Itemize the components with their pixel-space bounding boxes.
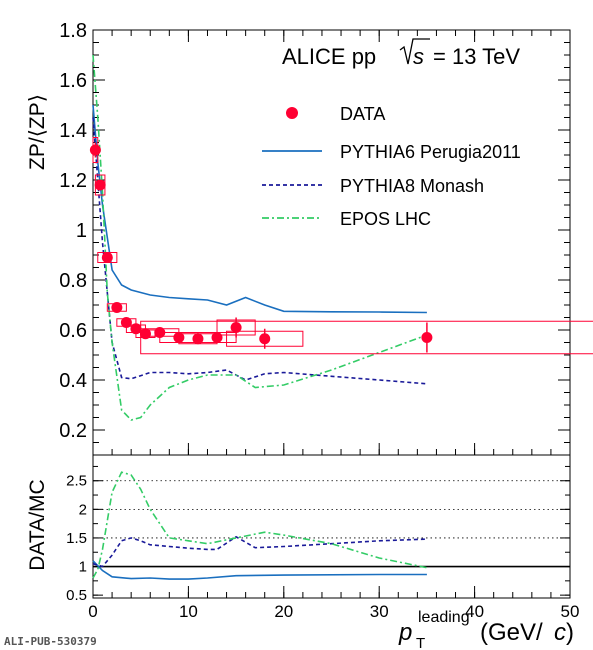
legend-label: EPOS LHC xyxy=(340,209,431,229)
main-y-tick-label: 1.8 xyxy=(59,20,87,42)
x-tick-label: 10 xyxy=(179,602,198,621)
legend-label: PYTHIA8 Monash xyxy=(340,176,484,196)
data-syst-box xyxy=(140,320,593,355)
energy-label: = 13 TeV xyxy=(433,44,520,69)
x-axis-label-close: ) xyxy=(566,619,574,646)
x-tick-label: 50 xyxy=(561,602,580,621)
ratio-frame xyxy=(92,454,571,599)
main-y-tick-label: 1.6 xyxy=(59,70,87,92)
x-tick-label: 20 xyxy=(274,602,293,621)
svg-text:s: s xyxy=(413,44,424,69)
sqrt-s-symbol: s xyxy=(399,38,430,69)
ratio-y-tick-label: 2.5 xyxy=(66,473,87,490)
x-tick-label: 0 xyxy=(88,602,97,621)
main-y-tick-label: 1.4 xyxy=(59,120,87,142)
main-y-tick-label: 0.8 xyxy=(59,270,87,292)
ratio-panel: 0.5 1 1.5 2 2.5 0 10 20 30 40 50 xyxy=(66,454,580,621)
svg-text:c: c xyxy=(554,619,566,646)
svg-text:T: T xyxy=(416,635,425,650)
x-axis-label-superscript: leading xyxy=(418,609,470,626)
x-axis-label: p T leading (GeV/ c ) xyxy=(398,609,574,650)
main-y-tick-label: 0.4 xyxy=(59,370,87,392)
legend-label: DATA xyxy=(340,104,385,124)
data-point xyxy=(421,332,433,343)
legend-marker-data xyxy=(286,107,298,119)
data-point xyxy=(111,302,123,313)
x-tick-label: 30 xyxy=(370,602,389,621)
data-point xyxy=(89,144,101,156)
legend-label: PYTHIA6 Perugia2011 xyxy=(340,142,521,162)
ratio-y-tick-label: 1 xyxy=(79,559,87,576)
ratio-curve-epos-lhc xyxy=(92,471,428,579)
main-y-tick-label: 1.2 xyxy=(59,170,87,192)
main-panel: 0.2 0.4 0.6 0.8 1 1.2 1.4 1.6 1.8 DATA PYTHIA6 Per… xyxy=(59,20,593,456)
publication-id: ALI-PUB-530379 xyxy=(4,635,97,648)
main-y-tick-label: 0.6 xyxy=(59,320,87,342)
ratio-y-axis-label: DATA/MC xyxy=(26,479,49,570)
data-point xyxy=(230,322,242,333)
main-y-tick-label: 1 xyxy=(76,220,87,242)
x-tick-label: 40 xyxy=(465,602,484,621)
data-point xyxy=(259,333,271,345)
data-point xyxy=(101,252,113,263)
main-curve-epos-lhc xyxy=(92,54,428,421)
ratio-curve-pythia8-monash xyxy=(92,535,427,568)
ratio-y-tick-label: 1.5 xyxy=(66,530,87,547)
x-axis-label-unit: (GeV/ xyxy=(480,619,543,646)
ratio-curve-pythia6-perugia2011 xyxy=(92,560,427,580)
ratio-y-tick-label: 0.5 xyxy=(66,587,87,604)
data-point xyxy=(130,323,142,335)
main-curve-pythia8-monash xyxy=(92,117,427,385)
main-curve-pythia6-perugia2011 xyxy=(92,104,427,314)
chart-title: ALICE pp xyxy=(282,44,376,69)
main-y-tick-label: 0.2 xyxy=(59,420,87,442)
data-point xyxy=(94,179,106,191)
main-y-axis-label: ZP/⟨ZP⟩ xyxy=(26,94,49,170)
ratio-y-tick-label: 2 xyxy=(79,501,87,518)
data-point xyxy=(139,328,151,340)
svg-text:p: p xyxy=(398,619,412,646)
